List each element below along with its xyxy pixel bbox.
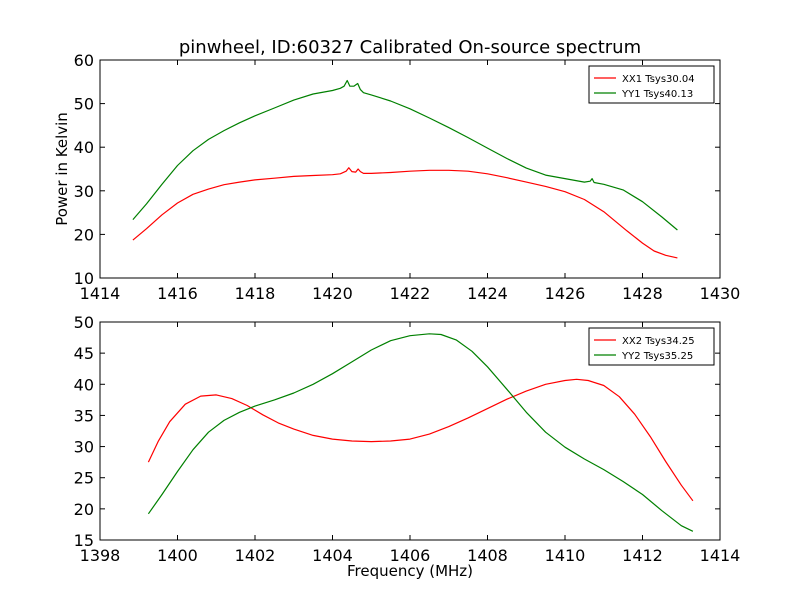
y-axis-label: Power in Kelvin	[53, 112, 71, 226]
x-tick-label: 1414	[80, 284, 121, 303]
x-tick-label: 1414	[700, 546, 741, 565]
x-tick-label: 1398	[80, 546, 121, 565]
series-line-yy1	[132, 79, 678, 231]
x-tick-label: 1400	[157, 546, 198, 565]
legend-label: YY2 Tsys35.25	[621, 351, 693, 362]
x-tick-label: 1418	[235, 284, 276, 303]
y-tick-label: 10	[74, 269, 94, 288]
x-tick-label: 1424	[467, 284, 508, 303]
y-tick-label: 50	[74, 95, 94, 114]
legend: XX1 Tsys30.04 YY1 Tsys40.13	[588, 65, 715, 104]
x-tick-label: 1412	[622, 546, 663, 565]
legend-box	[588, 65, 715, 104]
x-tick-label: 1408	[467, 546, 508, 565]
x-tick-label: 1430	[700, 284, 741, 303]
x-tick-label: 1420	[312, 284, 353, 303]
y-tick-label: 40	[74, 138, 94, 157]
x-tick-label: 1416	[157, 284, 198, 303]
top-panel: 1414 1416 1418 1420 1422 1424 1426 1428 1430 10 20…	[53, 51, 740, 303]
x-tick-label: 1428	[622, 284, 663, 303]
x-axis-label: Frequency (MHz)	[347, 562, 473, 580]
x-tick-label: 1410	[545, 546, 586, 565]
series-line-xx1	[132, 167, 678, 259]
y-tick-label: 15	[74, 531, 94, 550]
y-tick-label: 45	[74, 344, 94, 363]
x-tick-label: 1402	[235, 546, 276, 565]
series-line-xx2	[147, 378, 694, 502]
y-tick-label: 20	[74, 500, 94, 519]
y-tick-label: 25	[74, 469, 94, 488]
y-tick-label: 40	[74, 375, 94, 394]
legend: XX2 Tsys34.25 YY2 Tsys35.25	[588, 327, 715, 366]
legend-label: XX2 Tsys34.25	[622, 336, 695, 347]
chart-title: pinwheel, ID:60327 Calibrated On-source …	[179, 37, 641, 58]
legend-label: XX1 Tsys30.04	[622, 74, 695, 85]
legend-label: YY1 Tsys40.13	[621, 89, 693, 100]
y-tick-label: 20	[74, 225, 94, 244]
y-tick-label: 30	[74, 182, 94, 201]
x-tick-label: 1426	[545, 284, 586, 303]
bottom-panel: 1398 1400 1402 1404 1406 1408 1410 1412 1414 15 20…	[74, 313, 741, 580]
y-tick-label: 60	[74, 51, 94, 70]
x-tick-label: 1404	[312, 546, 353, 565]
series-line-yy2	[147, 333, 694, 532]
legend-box	[588, 327, 715, 366]
y-tick-label: 30	[74, 438, 94, 457]
x-tick-label: 1406	[390, 546, 431, 565]
y-tick-label: 50	[74, 313, 94, 332]
y-tick-label: 35	[74, 406, 94, 425]
x-tick-label: 1422	[390, 284, 431, 303]
